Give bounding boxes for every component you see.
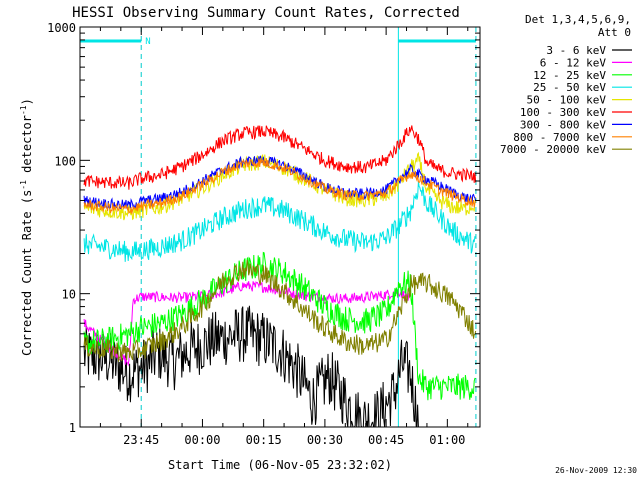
legend-label-3: 25 - 50 keV <box>533 81 606 94</box>
series-trace-1 <box>83 280 411 367</box>
night-label: N <box>145 37 150 47</box>
y-axis-label: Corrected Count Rate (s-1 detector-1) <box>19 98 34 356</box>
x-tick-label-0: 23:45 <box>123 433 159 447</box>
legend-label-1: 6 - 12 keV <box>540 56 607 69</box>
legend-label-7: 800 - 7000 keV <box>513 131 606 144</box>
series-800-7000-kev <box>83 158 477 215</box>
x-tick-label-4: 00:45 <box>368 433 404 447</box>
series-trace-5 <box>83 125 477 190</box>
series-300-800-kev <box>83 155 477 211</box>
legend-label-6: 300 - 800 keV <box>520 118 606 131</box>
legend-label-0: 3 - 6 keV <box>546 44 606 57</box>
x-tick-label-1: 00:00 <box>184 433 220 447</box>
series-trace-7 <box>83 158 477 215</box>
series-100-300-kev <box>83 125 477 190</box>
y-axis: 1 10 100 1000 <box>47 21 480 435</box>
series-7000-20000-kev <box>83 259 477 362</box>
y-tick-label-2: 100 <box>54 154 76 168</box>
series-trace-6 <box>83 155 477 211</box>
x-axis: 23:45 00:00 00:15 00:30 00:45 01:00 <box>99 27 469 447</box>
x-tick-label-5: 01:00 <box>429 433 465 447</box>
y-tick-label-3: 1000 <box>47 21 76 35</box>
legend-label-2: 12 - 25 keV <box>533 69 606 82</box>
y-tick-label-0: 1 <box>69 421 76 435</box>
series-trace-3 <box>83 181 476 262</box>
legend-header-line-1: Det 1,3,4,5,6,9, <box>525 13 631 26</box>
legend-header-line-2: Att 0 <box>598 26 631 39</box>
timestamp: 26-Nov-2009 12:30 <box>555 466 637 475</box>
x-axis-label: Start Time (06-Nov-05 23:32:02) <box>168 458 392 472</box>
x-tick-label-2: 00:15 <box>246 433 282 447</box>
y-tick-label-1: 10 <box>62 288 76 302</box>
plot-frame <box>79 26 481 428</box>
series-trace-8 <box>83 259 477 362</box>
legend-label-5: 100 - 300 keV <box>520 106 606 119</box>
series-6-12-kev <box>83 280 411 367</box>
series-25-50-kev <box>83 181 476 262</box>
legend-label-4: 50 - 100 keV <box>527 94 607 107</box>
x-tick-label-3: 00:30 <box>307 433 343 447</box>
chart-title: HESSI Observing Summary Count Rates, Cor… <box>72 5 460 21</box>
legend-label-8: 7000 - 20000 keV <box>500 143 606 156</box>
